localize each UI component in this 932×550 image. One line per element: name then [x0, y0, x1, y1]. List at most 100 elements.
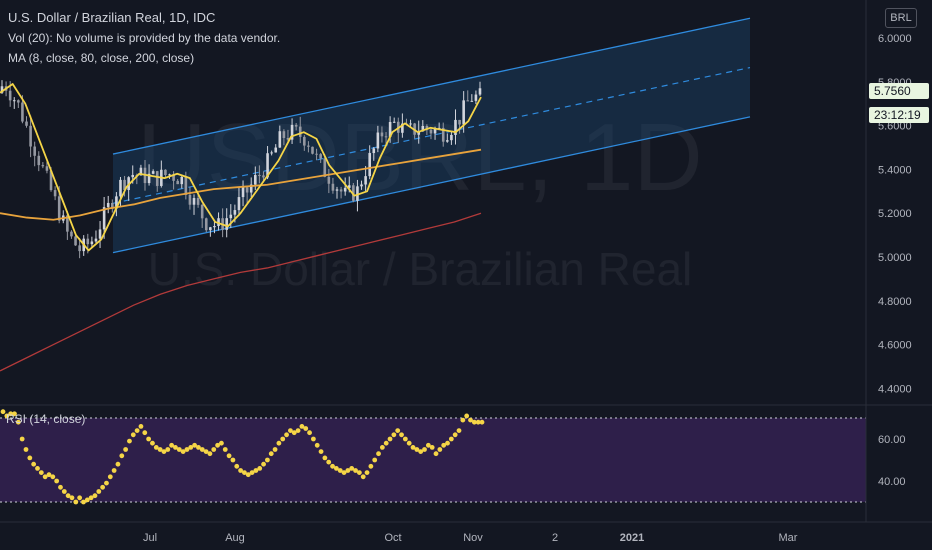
candle-body — [462, 100, 465, 125]
rsi-dot — [84, 497, 90, 503]
x-tick-label: 2021 — [620, 532, 644, 544]
candle-body — [323, 158, 327, 177]
rsi-dot — [303, 426, 309, 431]
rsi-dot — [15, 419, 21, 425]
rsi-dot — [12, 411, 17, 417]
candle-body — [474, 94, 478, 101]
candle-body — [17, 100, 20, 103]
rsi-dot — [203, 449, 209, 454]
candle-body — [115, 196, 118, 209]
rsi-dot — [38, 470, 44, 475]
candles — [0, 80, 482, 259]
rsi-dot — [261, 461, 266, 467]
candle-body — [409, 123, 412, 125]
candle-body — [319, 154, 322, 159]
volume-legend: Vol (20): No volume is provided by the d… — [8, 31, 281, 45]
candle-body — [200, 204, 204, 219]
rsi-dot — [307, 430, 312, 436]
candle-body — [94, 238, 98, 242]
x-tick-label: Jul — [143, 532, 157, 544]
rsi-dot — [460, 417, 466, 423]
rsi-dot — [161, 449, 167, 454]
rsi-dot — [92, 493, 98, 499]
rsi-dot — [0, 409, 6, 415]
rsi-dot — [157, 447, 163, 452]
rsi-dot — [445, 440, 450, 446]
rsi-dot — [326, 459, 332, 465]
candle-body — [401, 123, 404, 133]
candle-body — [155, 171, 159, 186]
candle-body — [241, 187, 245, 198]
rsi-dot — [353, 468, 358, 473]
channel-lower-line — [112, 116, 751, 254]
rsi-dot — [265, 457, 270, 463]
rsi-dot — [387, 436, 393, 442]
rsi-dot — [249, 470, 255, 475]
rsi-dot — [468, 417, 473, 423]
candle-body — [458, 119, 461, 125]
candle-body — [262, 175, 265, 178]
candle-body — [388, 121, 392, 138]
candle-body — [380, 132, 384, 137]
y-tick-label: 5.4000 — [878, 164, 912, 176]
candle-body — [25, 121, 28, 126]
candle-body — [21, 102, 24, 122]
rsi-dot — [176, 447, 182, 452]
rsi-dot — [383, 440, 389, 446]
candle-body — [450, 134, 453, 141]
rsi-dot — [100, 484, 106, 490]
rsi-dot — [242, 470, 247, 475]
rsi-dot — [245, 472, 251, 478]
rsi-dot — [73, 499, 79, 505]
rsi-dot — [173, 445, 178, 450]
candle-body — [57, 196, 61, 221]
rsi-dot — [452, 432, 458, 438]
candle-body — [33, 146, 36, 156]
rsi-dot — [77, 495, 83, 501]
candle-body — [286, 137, 290, 140]
rsi-dot — [222, 447, 228, 452]
regression-channel[interactable] — [112, 17, 751, 254]
channel-middle-line — [112, 66, 751, 204]
candle-body — [123, 179, 126, 191]
rsi-dot — [475, 419, 481, 425]
rsi-dot — [81, 499, 86, 505]
candle-body — [315, 153, 318, 155]
candle-body — [331, 183, 335, 191]
watermark-name: U.S. Dollar / Brazilian Real — [148, 243, 693, 295]
candle-body — [245, 187, 249, 193]
candle-body — [111, 202, 114, 209]
rsi-dot — [150, 440, 155, 446]
candle-body — [53, 190, 57, 197]
candle-body — [78, 245, 81, 252]
candle-body — [172, 174, 175, 181]
ma80-line — [0, 148, 482, 221]
candle-body — [347, 185, 351, 188]
candle-body — [294, 124, 298, 127]
rsi-dot — [295, 428, 301, 433]
rsi-dot — [199, 447, 205, 452]
rsi-dot — [276, 440, 282, 446]
rsi-dot — [42, 474, 48, 480]
rsi-dot — [134, 428, 140, 433]
candle-body — [364, 176, 367, 185]
rsi-dot — [479, 419, 485, 425]
currency-button[interactable]: BRL — [885, 8, 917, 28]
rsi-dot — [441, 442, 447, 448]
rsi-dot — [88, 495, 94, 501]
rsi-dot — [142, 430, 148, 436]
y-tick-label: 5.0000 — [878, 252, 912, 264]
y-tick-label: 5.6000 — [878, 121, 912, 133]
candle-body — [131, 174, 135, 178]
rsi-dot — [54, 478, 60, 484]
candle-body — [290, 124, 294, 140]
rsi-dot — [119, 453, 125, 459]
rsi-dot — [153, 445, 159, 450]
rsi-dot — [115, 461, 121, 467]
rsi-dot — [65, 493, 71, 499]
rsi-dot — [4, 413, 10, 419]
candle-body — [392, 121, 396, 123]
rsi-dot — [35, 466, 40, 471]
candle-body — [106, 202, 110, 208]
